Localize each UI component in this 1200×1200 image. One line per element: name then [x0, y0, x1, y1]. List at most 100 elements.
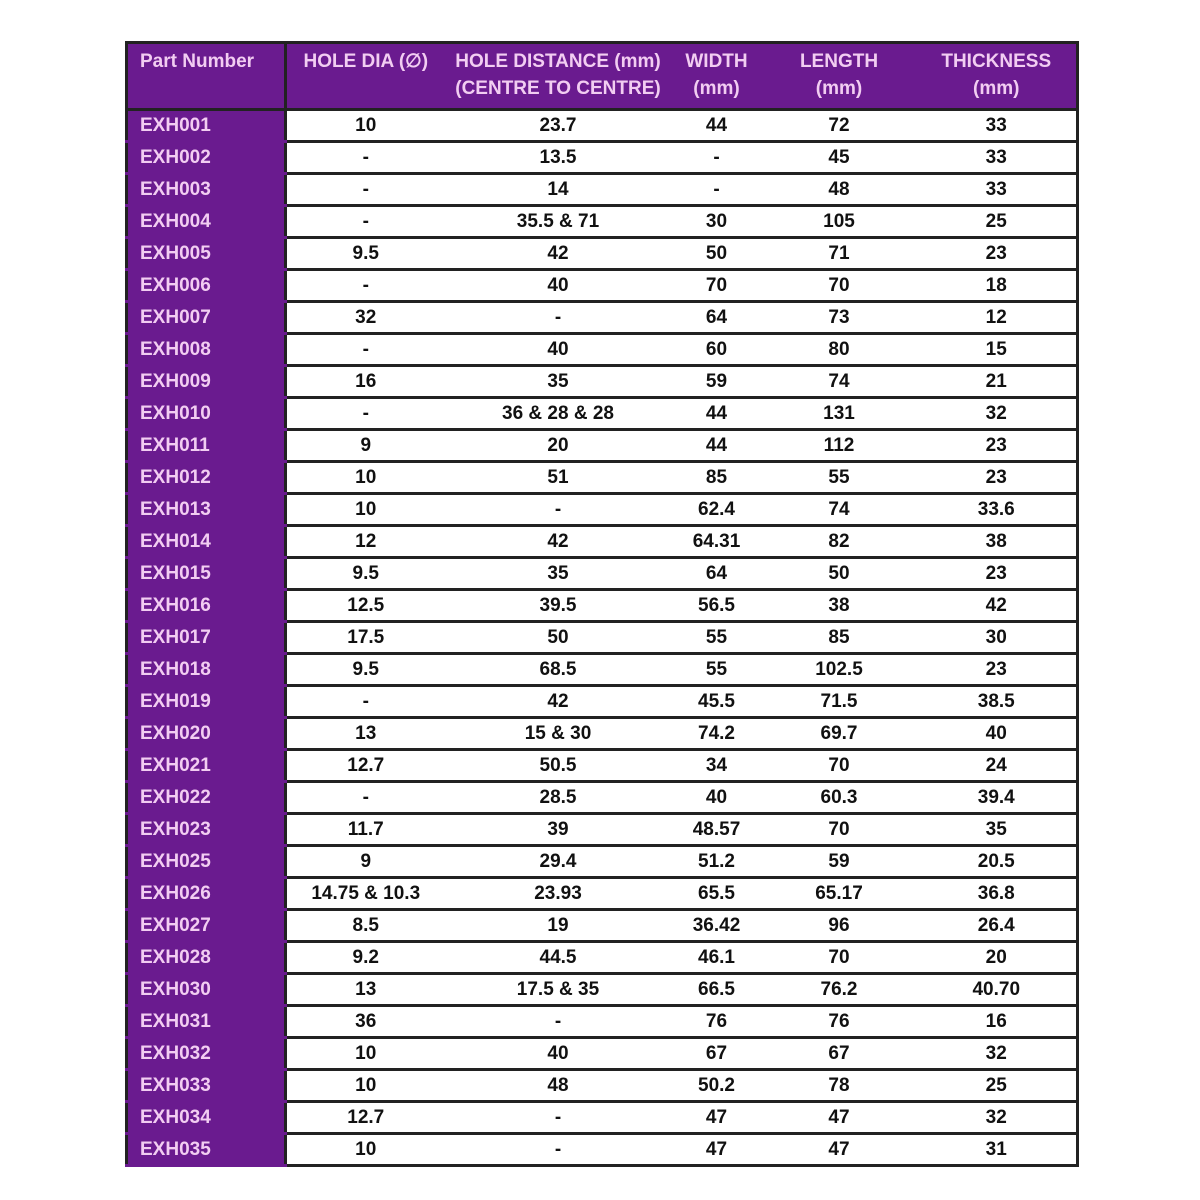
cell-hole-distance: 35	[444, 557, 672, 591]
table-row: EXH011 9 20 44 112 23	[126, 429, 1078, 463]
cell-part-number: EXH018	[126, 653, 287, 687]
cell-hole-dia: 9.5	[285, 653, 445, 687]
cell-width: 47	[671, 1101, 762, 1135]
header-part-number: Part Number	[126, 42, 287, 111]
cell-part-number: EXH027	[126, 909, 287, 943]
cell-width: 47	[671, 1133, 762, 1167]
cell-hole-distance: 40	[444, 269, 672, 303]
cell-hole-distance: 39.5	[444, 589, 672, 623]
cell-width: 34	[671, 749, 762, 783]
cell-length: 38	[761, 589, 917, 623]
cell-part-number: EXH005	[126, 237, 287, 271]
cell-hole-distance: 40	[444, 333, 672, 367]
cell-part-number: EXH007	[126, 301, 287, 335]
cell-hole-dia: -	[285, 269, 445, 303]
cell-hole-dia: 10	[285, 1037, 445, 1071]
header-hole-distance-line: (CENTRE TO CENTRE)	[455, 78, 661, 99]
cell-part-number: EXH034	[126, 1101, 287, 1135]
table-row: EXH032 10 40 67 67 32	[126, 1037, 1078, 1071]
cell-hole-distance: 17.5 & 35	[444, 973, 672, 1007]
cell-hole-distance: -	[444, 1133, 672, 1167]
cell-hole-distance: 13.5	[444, 141, 672, 175]
cell-length: 60.3	[761, 781, 917, 815]
cell-thickness: 24	[916, 749, 1078, 783]
cell-thickness: 32	[916, 1101, 1078, 1135]
header-hole-dia: HOLE DIA (∅)	[285, 42, 445, 111]
cell-length: 131	[761, 397, 917, 431]
table-row: EXH034 12.7-47 47 32	[126, 1101, 1078, 1135]
cell-part-number: EXH016	[126, 589, 287, 623]
cell-hole-distance: -	[444, 301, 672, 335]
cell-part-number: EXH032	[126, 1037, 287, 1071]
cell-width: 76	[671, 1005, 762, 1039]
cell-hole-dia: -	[285, 397, 445, 431]
header-length-line: (mm)	[815, 78, 863, 99]
cell-hole-dia: 10	[285, 1133, 445, 1167]
table-row: EXH035 10-47 47 31	[126, 1133, 1078, 1167]
cell-hole-dia: 11.7	[285, 813, 445, 847]
table-row: EXH021 12.7 50.5 34 70 24	[126, 749, 1078, 783]
cell-thickness: 32	[916, 1037, 1078, 1071]
cell-length: 96	[761, 909, 917, 943]
cell-hole-dia: 8.5	[285, 909, 445, 943]
cell-length: 69.7	[761, 717, 917, 751]
cell-hole-dia: 32	[285, 301, 445, 335]
table-row: EXH009 16 35 59 74 21	[126, 365, 1078, 399]
cell-hole-distance: 51	[444, 461, 672, 495]
cell-hole-distance: 35.5 & 71	[444, 205, 672, 239]
cell-hole-distance: 42	[444, 685, 672, 719]
cell-length: 70	[761, 941, 917, 975]
header-hole-distance-line: HOLE DISTANCE (mm)	[455, 51, 661, 72]
cell-thickness: 20.5	[916, 845, 1078, 879]
cell-width: 74.2	[671, 717, 762, 751]
cell-part-number: EXH006	[126, 269, 287, 303]
cell-part-number: EXH026	[126, 877, 287, 911]
cell-hole-distance: 42	[444, 525, 672, 559]
table-row: EXH028 9.2 44.5 46.1 70 20	[126, 941, 1078, 975]
cell-thickness: 23	[916, 237, 1078, 271]
cell-width: 45.5	[671, 685, 762, 719]
cell-hole-distance: 29.4	[444, 845, 672, 879]
table-row: EXH007 32-64 73 12	[126, 301, 1078, 335]
cell-width: 40	[671, 781, 762, 815]
header-length-line: LENGTH	[799, 51, 879, 72]
table-row: EXH003-14-48 33	[126, 173, 1078, 207]
cell-length: 59	[761, 845, 917, 879]
cell-length: 78	[761, 1069, 917, 1103]
cell-length: 70	[761, 269, 917, 303]
cell-thickness: 38	[916, 525, 1078, 559]
cell-thickness: 33.6	[916, 493, 1078, 527]
cell-part-number: EXH028	[126, 941, 287, 975]
cell-part-number: EXH011	[126, 429, 287, 463]
cell-width: 64	[671, 301, 762, 335]
cell-hole-distance: 40	[444, 1037, 672, 1071]
cell-width: 85	[671, 461, 762, 495]
cell-hole-dia: 14.75 & 10.3	[285, 877, 445, 911]
cell-part-number: EXH015	[126, 557, 287, 591]
cell-hole-distance: 28.5	[444, 781, 672, 815]
cell-length: 80	[761, 333, 917, 367]
table-row: EXH012 10 51 85 55 23	[126, 461, 1078, 495]
cell-thickness: 31	[916, 1133, 1078, 1167]
cell-width: 30	[671, 205, 762, 239]
table-row: EXH027 8.5 19 36.42 96 26.4	[126, 909, 1078, 943]
cell-thickness: 20	[916, 941, 1078, 975]
cell-part-number: EXH031	[126, 1005, 287, 1039]
cell-length: 105	[761, 205, 917, 239]
cell-length: 45	[761, 141, 917, 175]
cell-width: 64	[671, 557, 762, 591]
cell-width: 64.31	[671, 525, 762, 559]
cell-width: 67	[671, 1037, 762, 1071]
cell-length: 71.5	[761, 685, 917, 719]
header-thickness-line: THICKNESS	[941, 51, 1052, 72]
cell-part-number: EXH013	[126, 493, 287, 527]
cell-thickness: 25	[916, 1069, 1078, 1103]
cell-hole-distance: 50.5	[444, 749, 672, 783]
header-width-line: (mm)	[693, 78, 740, 99]
cell-thickness: 35	[916, 813, 1078, 847]
cell-width: 66.5	[671, 973, 762, 1007]
cell-hole-dia: 10	[285, 461, 445, 495]
cell-width: 36.42	[671, 909, 762, 943]
cell-part-number: EXH017	[126, 621, 287, 655]
table-row: EXH008-40 60 80 15	[126, 333, 1078, 367]
